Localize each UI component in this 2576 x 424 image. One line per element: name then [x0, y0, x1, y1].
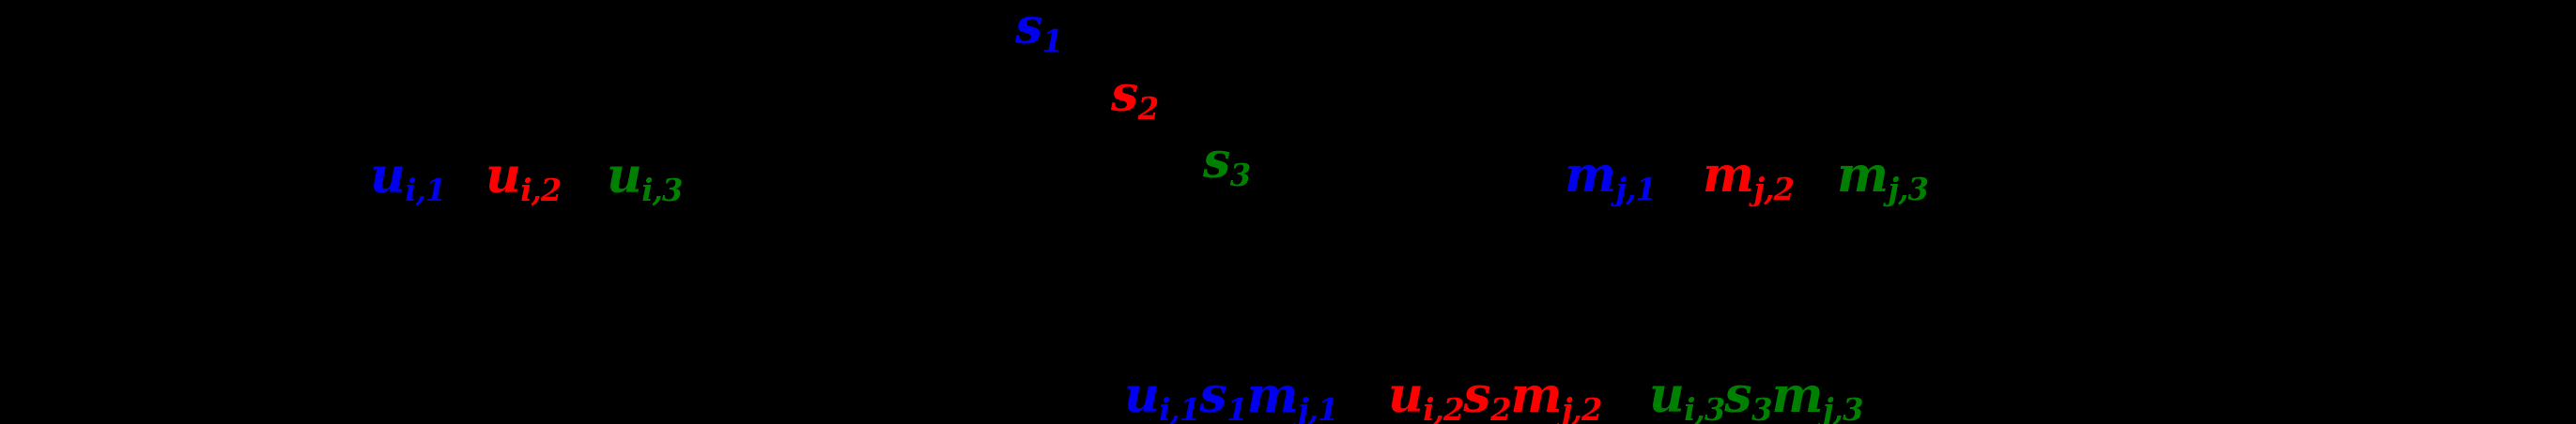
- singular-value-s3-label: s3: [1203, 137, 1251, 194]
- s1-subscript: 1: [1041, 23, 1063, 60]
- product-1-u-term: ui,1: [1124, 367, 1200, 424]
- m-j1-base: m: [1565, 146, 1616, 204]
- product-2-s-base: s: [1463, 367, 1491, 424]
- product-2-m-subscript: j,2: [1562, 392, 1602, 424]
- s3-base: s: [1203, 132, 1230, 189]
- product-1-s-subscript: 1: [1226, 392, 1247, 424]
- u-i1-base: u: [370, 147, 406, 204]
- product-1-u-subscript: i,1: [1159, 392, 1200, 424]
- product-3-m-subscript: j,3: [1823, 392, 1863, 424]
- item-factor-m-j2-label: mj,2: [1703, 151, 1795, 208]
- m-j1-subscript: j,1: [1615, 172, 1657, 208]
- product-3-m-term: mj,3: [1771, 367, 1864, 424]
- product-1-m-term: mj,1: [1246, 367, 1339, 424]
- m-j3-subscript: j,3: [1888, 172, 1929, 208]
- u-i1-subscript: i,1: [405, 173, 446, 209]
- product-component-3-label: ui,3s3mj,3: [1649, 371, 1863, 424]
- product-1-u-base: u: [1124, 367, 1160, 424]
- product-2-u-term: ui,2: [1388, 367, 1464, 424]
- product-3-u-subscript: i,3: [1684, 392, 1725, 424]
- item-factor-m-j3-label: mj,3: [1837, 151, 1929, 208]
- product-component-2-label: ui,2s2mj,2: [1388, 371, 1602, 424]
- m-j2-subscript: j,2: [1753, 172, 1795, 208]
- s1-base: s: [1015, 0, 1042, 55]
- user-factor-u-i2-label: ui,2: [486, 152, 562, 209]
- user-factor-u-i3-label: ui,3: [607, 152, 683, 209]
- s3-subscript: 3: [1229, 158, 1251, 194]
- m-j2-base: m: [1703, 146, 1754, 204]
- m-j3-base: m: [1837, 146, 1889, 204]
- product-3-s-base: s: [1724, 367, 1752, 424]
- product-component-1-label: ui,1s1mj,1: [1124, 371, 1338, 424]
- product-2-u-base: u: [1388, 367, 1424, 424]
- user-factor-u-i1-label: ui,1: [370, 152, 446, 209]
- u-i2-base: u: [486, 147, 521, 204]
- product-1-s-term: s1: [1199, 367, 1247, 424]
- product-2-m-base: m: [1510, 367, 1563, 424]
- singular-value-s2-label: s2: [1111, 70, 1159, 128]
- product-2-m-term: mj,2: [1510, 367, 1603, 424]
- product-3-s-term: s3: [1724, 367, 1772, 424]
- u-i3-subscript: i,3: [641, 173, 683, 209]
- product-1-s-base: s: [1199, 367, 1227, 424]
- u-i3-base: u: [607, 147, 642, 204]
- product-3-u-base: u: [1649, 367, 1685, 424]
- product-2-s-term: s2: [1463, 367, 1511, 424]
- product-3-u-term: ui,3: [1649, 367, 1725, 424]
- item-factor-m-j1-label: mj,1: [1565, 151, 1657, 208]
- product-3-m-base: m: [1771, 367, 1824, 424]
- u-i2-subscript: i,2: [520, 173, 562, 209]
- product-2-u-subscript: i,2: [1423, 392, 1464, 424]
- product-2-s-subscript: 2: [1490, 392, 1511, 424]
- product-1-m-base: m: [1246, 367, 1299, 424]
- singular-value-s1-label: s1: [1015, 0, 1063, 60]
- product-1-m-subscript: j,1: [1298, 392, 1338, 424]
- product-3-s-subscript: 3: [1751, 392, 1772, 424]
- s2-subscript: 2: [1137, 91, 1159, 128]
- s2-base: s: [1111, 66, 1138, 123]
